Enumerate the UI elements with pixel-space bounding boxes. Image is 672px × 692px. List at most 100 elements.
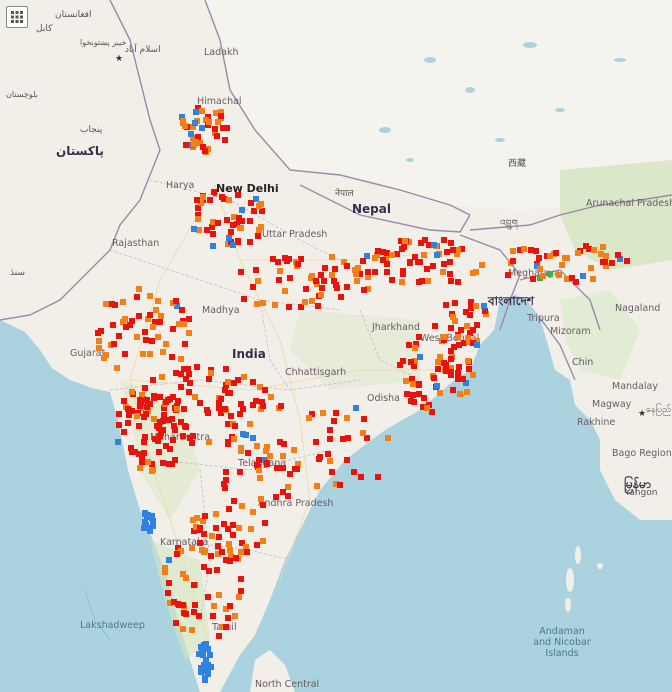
map-marker[interactable] (196, 226, 202, 233)
map-marker[interactable] (119, 299, 126, 306)
map-marker[interactable] (193, 363, 200, 370)
map-marker[interactable] (174, 302, 181, 309)
map-marker[interactable] (228, 228, 235, 235)
map-marker[interactable] (455, 370, 462, 377)
map-marker[interactable] (364, 268, 371, 275)
map-marker[interactable] (322, 265, 329, 271)
map-marker[interactable] (214, 132, 221, 139)
map-marker[interactable] (186, 370, 193, 377)
map-marker[interactable] (186, 316, 193, 323)
map-marker[interactable] (209, 613, 216, 620)
map-marker[interactable] (136, 396, 143, 403)
map-marker[interactable] (312, 438, 319, 445)
map-marker[interactable] (293, 465, 300, 472)
map-marker[interactable] (470, 269, 477, 276)
map-marker[interactable] (238, 444, 244, 451)
map-marker[interactable] (223, 477, 230, 484)
map-marker[interactable] (448, 372, 455, 378)
map-marker[interactable] (344, 457, 351, 463)
map-marker[interactable] (285, 303, 292, 310)
map-marker[interactable] (397, 238, 404, 245)
map-marker[interactable] (149, 518, 156, 525)
map-marker[interactable] (336, 481, 343, 488)
map-marker[interactable] (426, 242, 432, 249)
map-marker[interactable] (194, 205, 201, 212)
map-marker[interactable] (206, 652, 213, 659)
map-marker[interactable] (161, 412, 168, 419)
map-marker[interactable] (403, 378, 409, 384)
map-marker[interactable] (404, 391, 411, 398)
map-marker[interactable] (194, 104, 201, 111)
map-marker[interactable] (136, 286, 143, 293)
map-marker[interactable] (616, 256, 623, 262)
map-marker[interactable] (253, 541, 260, 548)
map-marker[interactable] (161, 569, 168, 575)
map-marker[interactable] (144, 397, 151, 404)
map-marker[interactable] (259, 300, 266, 306)
map-marker[interactable] (350, 469, 357, 476)
map-marker[interactable] (364, 286, 371, 292)
map-marker[interactable] (227, 546, 233, 553)
map-marker[interactable] (205, 439, 212, 446)
map-marker[interactable] (371, 255, 378, 262)
map-marker[interactable] (149, 515, 156, 521)
map-marker[interactable] (135, 423, 142, 430)
map-marker[interactable] (452, 317, 458, 324)
map-marker[interactable] (159, 459, 166, 466)
map-marker[interactable] (192, 119, 199, 126)
map-marker[interactable] (374, 474, 381, 481)
map-marker[interactable] (149, 338, 156, 344)
map-marker[interactable] (421, 395, 428, 402)
map-marker[interactable] (96, 338, 102, 345)
map-marker[interactable] (169, 325, 176, 332)
map-marker[interactable] (231, 213, 238, 220)
map-marker[interactable] (280, 440, 287, 447)
map-marker[interactable] (371, 268, 378, 275)
map-marker[interactable] (454, 334, 461, 341)
map-marker[interactable] (286, 274, 293, 281)
map-marker[interactable] (393, 251, 400, 257)
map-marker[interactable] (222, 382, 229, 389)
map-marker[interactable] (170, 437, 177, 443)
map-marker[interactable] (203, 657, 209, 664)
map-marker[interactable] (274, 259, 281, 266)
map-marker[interactable] (530, 276, 537, 283)
map-marker[interactable] (241, 295, 248, 302)
map-marker[interactable] (279, 452, 286, 459)
map-marker[interactable] (213, 510, 220, 517)
map-marker[interactable] (136, 464, 143, 471)
map-marker[interactable] (409, 392, 416, 399)
map-marker[interactable] (276, 267, 283, 274)
map-marker[interactable] (257, 383, 264, 390)
map-marker[interactable] (259, 537, 266, 544)
map-marker[interactable] (358, 474, 365, 481)
map-marker[interactable] (417, 240, 424, 246)
map-marker[interactable] (143, 513, 150, 520)
map-marker[interactable] (191, 581, 198, 588)
map-marker[interactable] (425, 402, 432, 408)
map-marker[interactable] (446, 258, 453, 265)
map-marker[interactable] (333, 281, 339, 288)
map-marker[interactable] (225, 378, 232, 385)
map-marker[interactable] (264, 460, 271, 466)
map-marker[interactable] (149, 461, 156, 468)
map-marker[interactable] (332, 265, 338, 272)
map-marker[interactable] (205, 593, 212, 600)
map-marker[interactable] (121, 397, 128, 404)
map-marker[interactable] (137, 402, 144, 409)
map-marker[interactable] (258, 406, 265, 413)
map-marker[interactable] (141, 329, 148, 336)
map-marker[interactable] (149, 324, 156, 331)
map-marker[interactable] (183, 610, 190, 617)
map-marker[interactable] (250, 379, 257, 386)
map-marker[interactable] (226, 235, 233, 242)
map-marker[interactable] (183, 141, 190, 148)
map-marker[interactable] (115, 411, 122, 418)
map-marker[interactable] (363, 253, 370, 260)
map-marker[interactable] (214, 119, 221, 126)
map-marker[interactable] (384, 269, 390, 276)
map-marker[interactable] (139, 459, 146, 466)
map-marker[interactable] (149, 467, 156, 474)
map-marker[interactable] (203, 640, 210, 647)
map-marker[interactable] (165, 590, 172, 597)
